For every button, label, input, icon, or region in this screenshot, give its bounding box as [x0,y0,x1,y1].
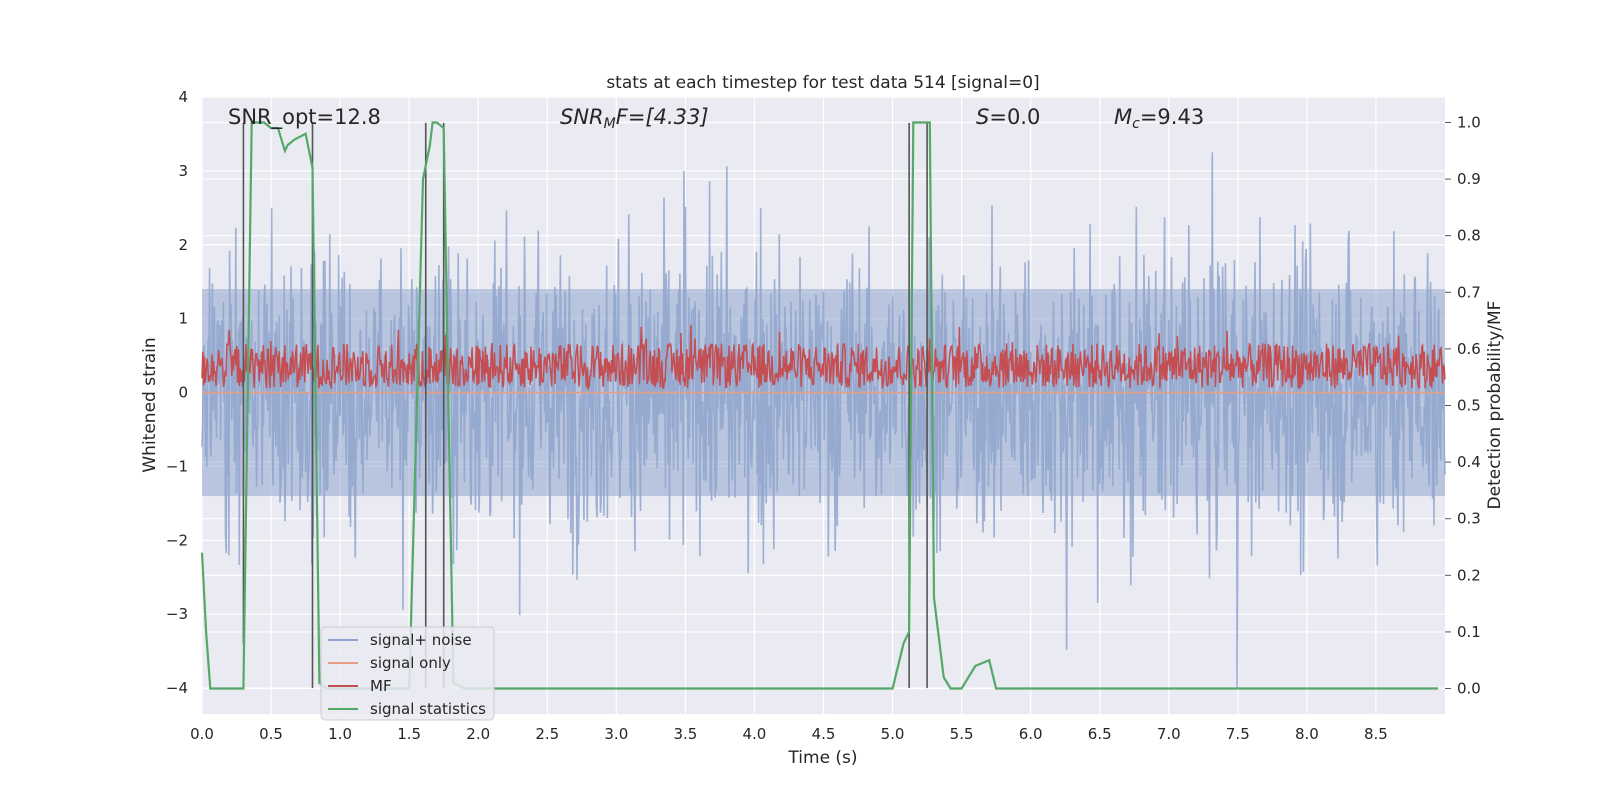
x-tick-label: 2.5 [535,725,559,743]
right-y-tick-label: 0.1 [1457,623,1481,641]
x-tick-label: 0.5 [259,725,283,743]
annotation-mc: Mc=9.43 [1114,105,1204,132]
signal-statistics-series [200,121,1439,690]
x-tick-label: 7.5 [1226,725,1250,743]
x-tick-label: 8.5 [1364,725,1388,743]
x-tick-label: 2.0 [466,725,490,743]
x-tick-label: 0.0 [190,725,214,743]
mf-line [201,324,1446,392]
annotation-snr-mf-main: SNR [560,105,604,129]
right-y-axis-label: Detection probability/MF [1485,301,1505,510]
y-tick-label: 4 [178,88,188,106]
x-tick-label: 6.5 [1088,725,1112,743]
right-y-tick-label: 0.2 [1457,566,1481,584]
annotation-snr-mf-sub: M [604,116,616,132]
legend-box [320,626,495,721]
annotation-snr-opt: SNR_opt=12.8 [228,105,381,130]
x-tick-label: 5.5 [950,725,974,743]
x-tick-label: 1.5 [397,725,421,743]
y-axis-ticks: 4 3 2 1 0 −1 −2 −3 −4 [166,88,188,697]
annotation-mc-sub: c [1132,116,1140,132]
right-y-tick-label: 0.7 [1457,283,1481,301]
mf-series [201,324,1446,392]
annotation-snr-mf-rest: F=[4.33] [616,105,709,129]
right-y-tick-label: 0.8 [1457,227,1481,245]
y-tick-label: −3 [166,605,188,623]
annotation-snr-mf: SNRMF=[4.33] [560,105,709,132]
x-tick-label: 8.0 [1295,725,1319,743]
y-axis-label: Whitened strain [140,337,160,472]
annotation-mc-rest: =9.43 [1140,105,1204,129]
annotation-s: S=0.0 [976,105,1040,129]
x-tick-label: 5.0 [881,725,905,743]
y-tick-label: 0 [178,384,188,402]
right-y-tick-label: 1.0 [1457,113,1481,131]
y-tick-label: 3 [178,162,188,180]
y-tick-label: 1 [178,310,188,328]
x-tick-label: 7.0 [1157,725,1181,743]
annotation-s-rest: =0.0 [989,105,1040,129]
y-tick-label: −2 [166,531,188,549]
legend-label-signal-only: signal only [370,654,451,672]
legend-label-signal-noise: signal+ noise [370,631,472,649]
x-tick-label: 1.0 [328,725,352,743]
legend-label-signal-statistics: signal statistics [370,700,486,718]
chart-title: stats at each timestep for test data 514… [606,73,1039,93]
x-tick-label: 3.5 [673,725,697,743]
right-y-tick-label: 0.0 [1457,680,1481,698]
right-y-tick-label: 0.3 [1457,510,1481,528]
signal-statistics-line [200,121,1439,690]
legend-label-mf: MF [370,677,392,695]
right-y-tick-label: 0.4 [1457,453,1481,471]
x-tick-label: 3.0 [604,725,628,743]
x-tick-label: 6.0 [1019,725,1043,743]
annotation-mc-main: M [1114,105,1132,129]
y-tick-label: −4 [166,679,188,697]
right-y-axis-ticks: 1.0 0.9 0.8 0.7 0.6 0.5 0.4 0.3 0.2 0.1 0.0 [1445,113,1481,698]
right-y-tick-label: 0.6 [1457,340,1481,358]
x-axis-ticks: 0.0 0.5 1.0 1.5 2.0 2.5 3.0 3.5 4.0 4.5 5.0 5.5 6.0 6… [190,725,1388,743]
x-tick-label: 4.0 [743,725,767,743]
right-y-tick-label: 0.5 [1457,397,1481,415]
y-tick-label: −1 [166,457,188,475]
right-y-tick-label: 0.9 [1457,170,1481,188]
x-tick-label: 4.5 [812,725,836,743]
annotation-s-italic: S [976,105,989,129]
legend: signal+ noise signal only MF signal stat… [320,626,495,721]
x-axis-label: Time (s) [787,748,857,768]
y-tick-label: 2 [178,236,188,254]
